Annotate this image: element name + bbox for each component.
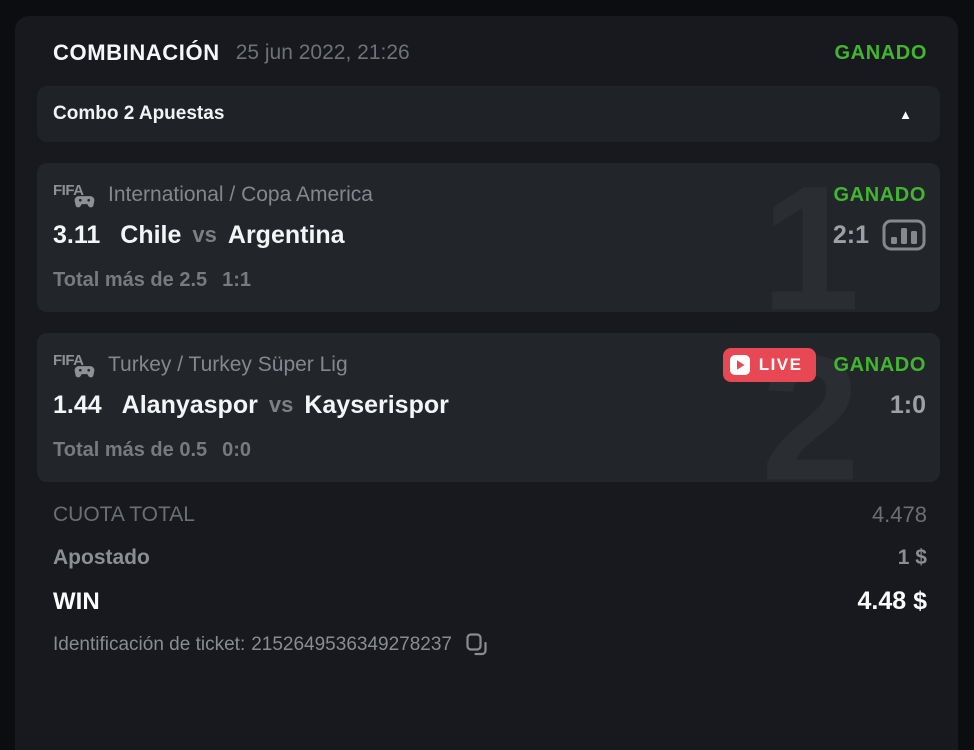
market-score: 1:1 — [222, 269, 252, 291]
total-odds-value: 4.478 — [871, 502, 927, 527]
bet-card-2: 2 FIFA Turkey / Turkey Süper Lig LIVE — [37, 333, 940, 482]
bet-status-badge: GANADO — [833, 183, 926, 206]
copy-icon[interactable] — [466, 633, 487, 656]
live-label: LIVE — [758, 355, 803, 374]
odds-value: 3.11 — [53, 221, 101, 249]
odds-value: 1.44 — [53, 391, 102, 419]
combo-label: Combo 2 Apuestas — [53, 103, 225, 124]
stake-value: 1 $ — [897, 546, 927, 569]
total-odds-label: CUOTA TOTAL — [53, 503, 195, 526]
gamepad-icon — [74, 195, 95, 207]
gamepad-icon — [74, 365, 95, 377]
away-team: Kayserispor — [304, 391, 449, 419]
vs-label: vs — [192, 222, 217, 247]
ticket-id-value: 2152649536349278237 — [251, 633, 452, 655]
away-team: Argentina — [227, 221, 345, 249]
win-label: WIN — [53, 587, 100, 615]
market-score: 0:0 — [222, 439, 252, 461]
ticket-datetime: 25 jun 2022, 21:26 — [235, 41, 410, 64]
market-label: Total más de 2.5 — [53, 269, 208, 291]
league-label: International / Copa America — [108, 183, 373, 206]
fifa-esports-icon: FIFA — [53, 183, 97, 208]
match-score: 2:1 — [832, 221, 869, 249]
live-badge: LIVE — [722, 348, 816, 382]
market-label: Total más de 0.5 — [53, 439, 208, 461]
ticket-header: COMBINACIÓN 25 jun 2022, 21:26 GANADO — [37, 16, 940, 86]
league-label: Turkey / Turkey Süper Lig — [108, 353, 348, 376]
stake-label: Apostado — [53, 546, 150, 569]
bet-status-badge: GANADO — [833, 353, 926, 376]
match-score: 1:0 — [889, 391, 926, 419]
ticket-id-label: Identificación de ticket: — [53, 633, 246, 655]
fifa-wordmark: FIFA — [53, 351, 84, 369]
win-value: 4.48 $ — [857, 587, 927, 615]
play-icon — [729, 355, 750, 375]
ticket-status-badge: GANADO — [834, 41, 927, 64]
stats-icon[interactable] — [882, 219, 926, 251]
fifa-esports-icon: FIFA — [53, 353, 97, 378]
fifa-wordmark: FIFA — [53, 181, 84, 199]
ticket-type-label: COMBINACIÓN — [53, 40, 220, 65]
bet-ticket-card: COMBINACIÓN 25 jun 2022, 21:26 GANADO Co… — [15, 16, 958, 750]
home-team: Chile — [120, 221, 182, 249]
combo-toggle-bar[interactable]: Combo 2 Apuestas ▲ — [37, 86, 940, 142]
home-team: Alanyaspor — [121, 391, 258, 419]
collapse-up-icon[interactable]: ▲ — [899, 106, 912, 122]
bet-card-1: 1 FIFA International / Copa America GANA… — [37, 163, 940, 312]
vs-label: vs — [268, 392, 294, 417]
ticket-summary: CUOTA TOTAL 4.478 Apostado 1 $ WIN 4.48 … — [37, 502, 940, 656]
